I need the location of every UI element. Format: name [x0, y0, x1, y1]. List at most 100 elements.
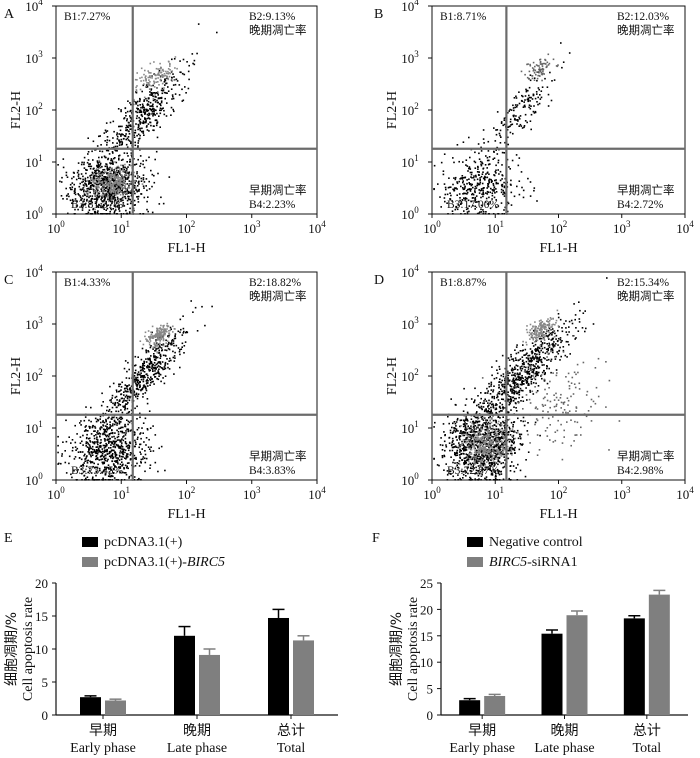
- event-point: [149, 346, 152, 349]
- event-point: [498, 453, 501, 456]
- event-point: [478, 192, 481, 194]
- event-point: [137, 128, 139, 131]
- event-point: [104, 197, 106, 199]
- event-point: [475, 466, 477, 469]
- event-point: [158, 330, 161, 332]
- event-point: [159, 337, 161, 339]
- event-point: [128, 140, 131, 142]
- event-point: [86, 436, 88, 439]
- event-point: [466, 418, 469, 421]
- event-point: [145, 457, 148, 460]
- event-point: [89, 454, 92, 456]
- event-point: [144, 453, 147, 456]
- event-point: [485, 478, 487, 481]
- event-point: [101, 178, 104, 181]
- quadrant-b3-label: B3:81.37%: [71, 199, 123, 211]
- event-point: [110, 158, 113, 160]
- event-point: [460, 430, 462, 432]
- event-point: [133, 209, 135, 212]
- event-point: [470, 173, 473, 176]
- event-point: [85, 429, 87, 432]
- event-point: [119, 171, 122, 173]
- event-point: [498, 431, 501, 434]
- event-point: [495, 129, 497, 131]
- event-point: [120, 138, 123, 141]
- event-point: [76, 171, 79, 174]
- event-point: [469, 451, 471, 454]
- event-point: [453, 446, 455, 448]
- event-point: [124, 360, 127, 362]
- event-point: [154, 334, 156, 337]
- event-point: [120, 409, 122, 411]
- event-point: [480, 430, 482, 432]
- event-point: [94, 417, 97, 420]
- event-point: [134, 364, 137, 366]
- event-point: [118, 439, 120, 441]
- early-apoptosis-label: 早期凋亡率: [249, 183, 307, 197]
- event-point: [524, 99, 526, 101]
- event-point: [145, 85, 147, 88]
- event-point: [89, 182, 91, 184]
- event-point: [456, 144, 459, 146]
- event-point: [74, 446, 77, 448]
- event-point: [515, 119, 517, 121]
- event-point: [168, 75, 171, 78]
- event-point: [500, 440, 503, 442]
- event-point: [157, 74, 160, 76]
- event-point: [79, 177, 82, 180]
- event-point: [123, 179, 126, 182]
- event-point: [88, 180, 91, 182]
- event-point: [164, 74, 167, 77]
- event-point: [495, 443, 498, 446]
- event-point: [108, 408, 111, 411]
- event-point: [483, 460, 485, 463]
- event-point: [461, 199, 464, 201]
- event-point: [114, 451, 116, 454]
- event-point: [481, 161, 483, 164]
- event-point: [141, 90, 143, 93]
- event-point: [109, 192, 111, 195]
- event-point: [125, 473, 128, 476]
- event-point: [122, 456, 124, 458]
- event-point: [497, 420, 500, 423]
- event-point: [116, 436, 119, 439]
- event-point: [490, 453, 493, 456]
- event-point: [461, 447, 464, 450]
- event-point: [549, 71, 551, 74]
- event-point: [499, 417, 501, 419]
- event-point: [90, 186, 92, 189]
- event-point: [101, 165, 103, 168]
- event-point: [166, 328, 168, 330]
- event-point: [459, 419, 462, 422]
- event-point: [460, 202, 462, 205]
- event-point: [117, 180, 120, 182]
- event-point: [96, 160, 99, 162]
- event-point: [459, 477, 461, 480]
- event-point: [104, 171, 106, 174]
- event-point: [453, 189, 455, 191]
- event-point: [114, 454, 117, 457]
- event-point: [168, 360, 170, 362]
- event-point: [485, 421, 487, 423]
- event-point: [96, 453, 99, 455]
- event-point: [92, 159, 94, 161]
- event-point: [113, 179, 116, 182]
- event-point: [150, 105, 152, 108]
- event-point: [490, 473, 493, 476]
- event-point: [146, 86, 149, 88]
- event-point: [512, 114, 515, 117]
- event-point: [470, 176, 472, 178]
- event-point: [534, 111, 537, 114]
- event-point: [105, 435, 108, 438]
- event-point: [466, 454, 469, 456]
- event-point: [497, 159, 500, 162]
- event-point: [451, 443, 453, 446]
- event-point: [133, 374, 136, 377]
- event-point: [135, 376, 137, 379]
- event-point: [149, 464, 152, 466]
- event-point: [62, 158, 65, 160]
- event-point: [95, 471, 98, 473]
- event-point: [182, 58, 185, 61]
- event-point: [119, 142, 121, 144]
- event-point: [156, 101, 159, 104]
